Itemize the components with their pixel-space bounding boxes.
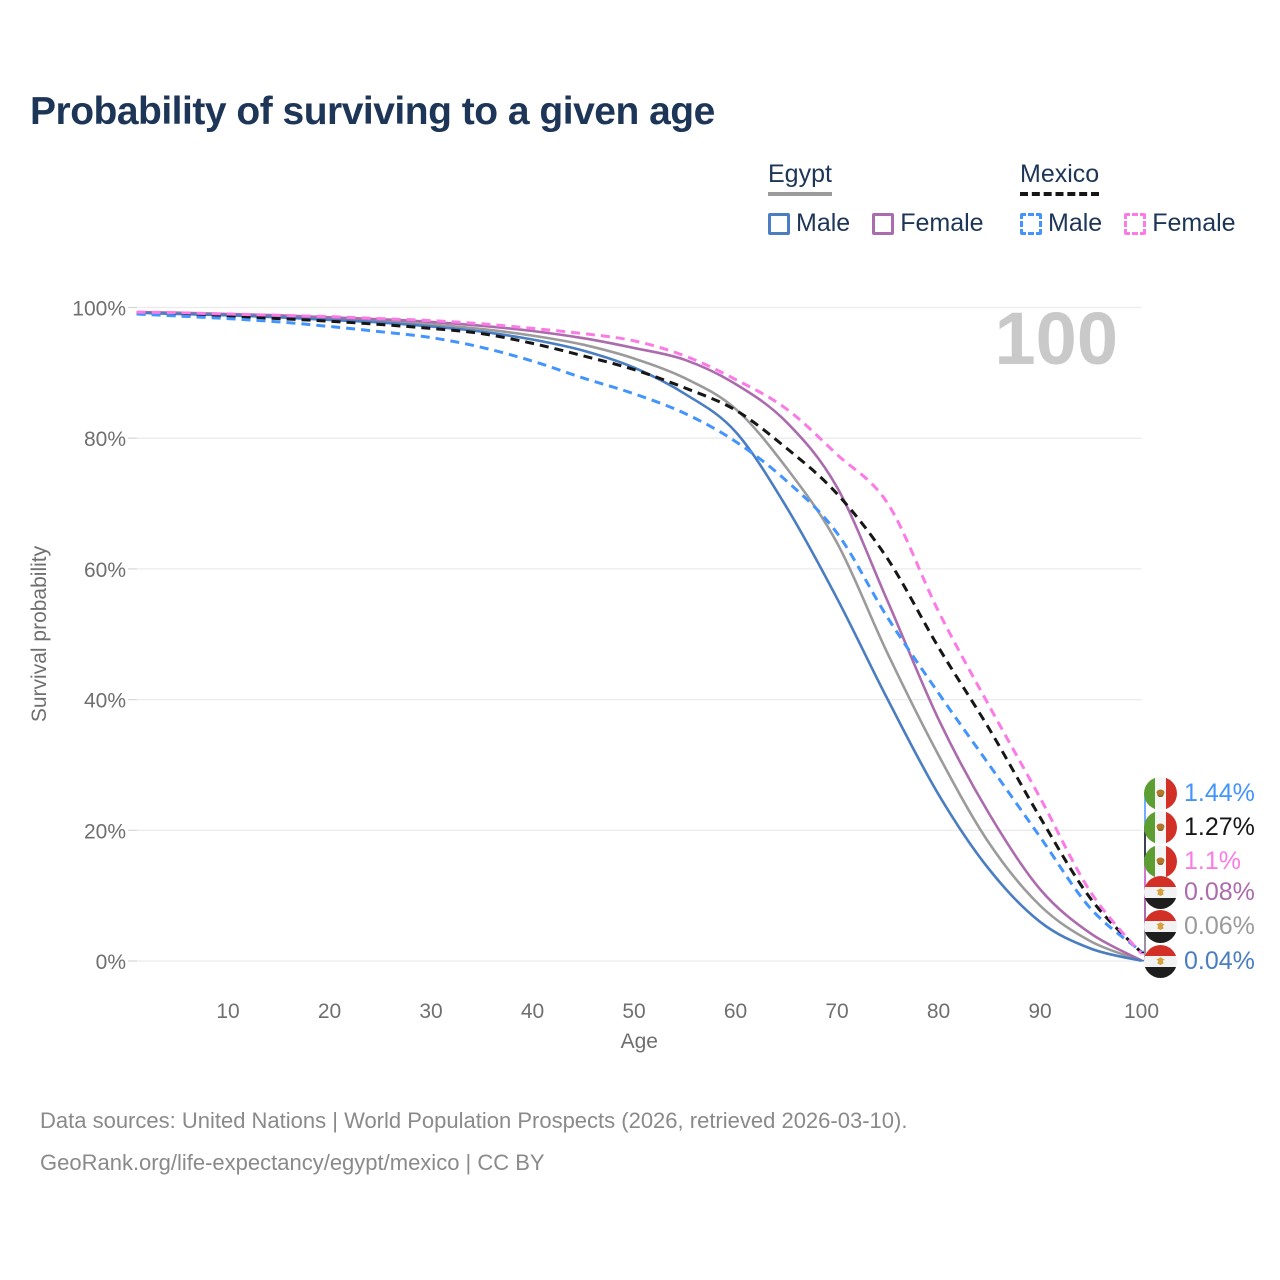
x-tick-label: 90	[1028, 1000, 1051, 1023]
series-line-egypt-both	[136, 311, 1142, 962]
legend-group-egypt: Egypt Male Female	[768, 160, 1006, 238]
series-line-egypt-female	[136, 310, 1143, 962]
series-line-mexico-both	[136, 311, 1143, 954]
legend-label-mexico-male: Male	[1048, 209, 1103, 237]
legend-group-mexico: Mexico Male Female	[1020, 160, 1258, 238]
series-line-egypt-male	[136, 311, 1142, 962]
end-label-mexico-female: 1.1%	[1144, 844, 1241, 878]
y-axis-title: Survival probability	[28, 545, 51, 722]
age-watermark: 100	[995, 297, 1118, 380]
y-tick-label: 0%	[96, 951, 126, 974]
mexico-flag-icon	[1144, 776, 1177, 810]
legend-swatch-egypt-female[interactable]	[872, 212, 895, 235]
series-line-mexico-male	[136, 312, 1143, 953]
end-label-value: 0.04%	[1184, 946, 1255, 975]
mexico-flag-icon	[1144, 810, 1177, 844]
legend-header-mexico: Mexico	[1020, 160, 1258, 196]
y-tick-label: 60%	[84, 559, 126, 582]
y-tick-label: 40%	[84, 690, 126, 713]
legend-swatch-egypt-male[interactable]	[768, 212, 790, 235]
end-label-egypt-both: 0.06%	[1144, 909, 1255, 943]
x-axis-title: Age	[621, 1030, 658, 1053]
legend-label-egypt-male: Male	[796, 209, 851, 237]
y-tick-label: 20%	[84, 820, 126, 843]
x-tick-label: 40	[521, 1000, 544, 1023]
page-title: Probability of surviving to a given age	[30, 90, 715, 133]
legend-label-egypt-female: Female	[900, 209, 984, 237]
x-tick-label: 10	[216, 1000, 239, 1023]
egypt-flag-icon	[1144, 944, 1177, 978]
egypt-flag-icon	[1144, 909, 1177, 943]
y-tick-label: 100%	[72, 298, 126, 321]
footer-data-sources: Data sources: United Nations | World Pop…	[40, 1108, 908, 1133]
end-label-egypt-male: 0.04%	[1144, 944, 1255, 978]
end-label-value: 1.1%	[1184, 846, 1241, 875]
legend-country-egypt: Egypt	[768, 160, 832, 196]
end-label-mexico-both: 1.27%	[1144, 810, 1255, 844]
series-line-mexico-female	[136, 310, 1143, 955]
x-tick-label: 70	[825, 1000, 848, 1023]
end-label-value: 0.06%	[1184, 911, 1255, 940]
x-tick-label: 60	[724, 1000, 747, 1023]
end-label-egypt-female: 0.08%	[1144, 875, 1255, 909]
end-label-value: 0.08%	[1184, 877, 1255, 906]
legend-swatch-mexico-male[interactable]	[1020, 212, 1042, 235]
x-tick-label: 80	[927, 1000, 950, 1023]
y-tick-label: 80%	[84, 428, 126, 451]
legend-country-mexico: Mexico	[1020, 160, 1100, 196]
x-tick-label: 20	[318, 1000, 341, 1023]
x-tick-label: 50	[622, 1000, 645, 1023]
x-tick-label: 30	[419, 1000, 442, 1023]
legend-label-mexico-female: Female	[1152, 209, 1236, 237]
legend-header-egypt: Egypt	[768, 160, 1006, 196]
legend-swatch-mexico-female[interactable]	[1124, 212, 1147, 235]
x-tick-label: 100	[1124, 1000, 1159, 1023]
end-label-mexico-male: 1.44%	[1144, 776, 1255, 810]
mexico-flag-icon	[1144, 844, 1177, 878]
end-label-value: 1.44%	[1184, 778, 1255, 807]
end-label-value: 1.27%	[1184, 812, 1255, 841]
egypt-flag-icon	[1144, 875, 1177, 909]
footer-attribution: GeoRank.org/life-expectancy/egypt/mexico…	[40, 1150, 545, 1175]
